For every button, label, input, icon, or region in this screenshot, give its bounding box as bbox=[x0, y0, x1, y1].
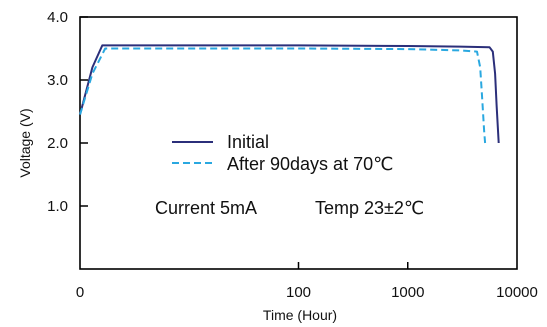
series-layer bbox=[79, 44, 500, 144]
series-line-initial bbox=[79, 44, 500, 144]
y-tick-label: 3.0 bbox=[47, 72, 68, 89]
legend-label-initial: Initial bbox=[227, 132, 269, 152]
axis-ticks bbox=[80, 16, 409, 269]
axis-tick-labels: 0 100 1000 10000 1.0 2.0 3.0 4.0 bbox=[47, 9, 538, 301]
x-tick-label: 1000 bbox=[391, 284, 424, 301]
legend-label-after-90days: After 90days at 70℃ bbox=[227, 154, 393, 174]
x-tick-label: 10000 bbox=[496, 284, 538, 301]
legend: Initial After 90days at 70℃ bbox=[172, 132, 393, 174]
annotation-current: Current 5mA bbox=[155, 198, 257, 218]
plot-area-frame bbox=[79, 16, 518, 270]
x-tick-label: 0 bbox=[76, 284, 84, 301]
y-tick-label: 4.0 bbox=[47, 9, 68, 26]
y-tick-label: 2.0 bbox=[47, 135, 68, 152]
x-axis-title: Time (Hour) bbox=[263, 307, 337, 323]
annotation-temp: Temp 23±2℃ bbox=[315, 198, 424, 218]
series-line-after-90days bbox=[79, 47, 487, 144]
y-tick-label: 1.0 bbox=[47, 198, 68, 215]
y-axis-title: Voltage (V) bbox=[17, 108, 33, 177]
x-tick-label: 100 bbox=[286, 284, 311, 301]
